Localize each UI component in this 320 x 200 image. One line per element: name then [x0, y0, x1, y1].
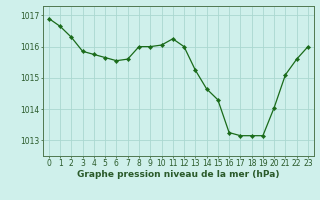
X-axis label: Graphe pression niveau de la mer (hPa): Graphe pression niveau de la mer (hPa)	[77, 170, 280, 179]
